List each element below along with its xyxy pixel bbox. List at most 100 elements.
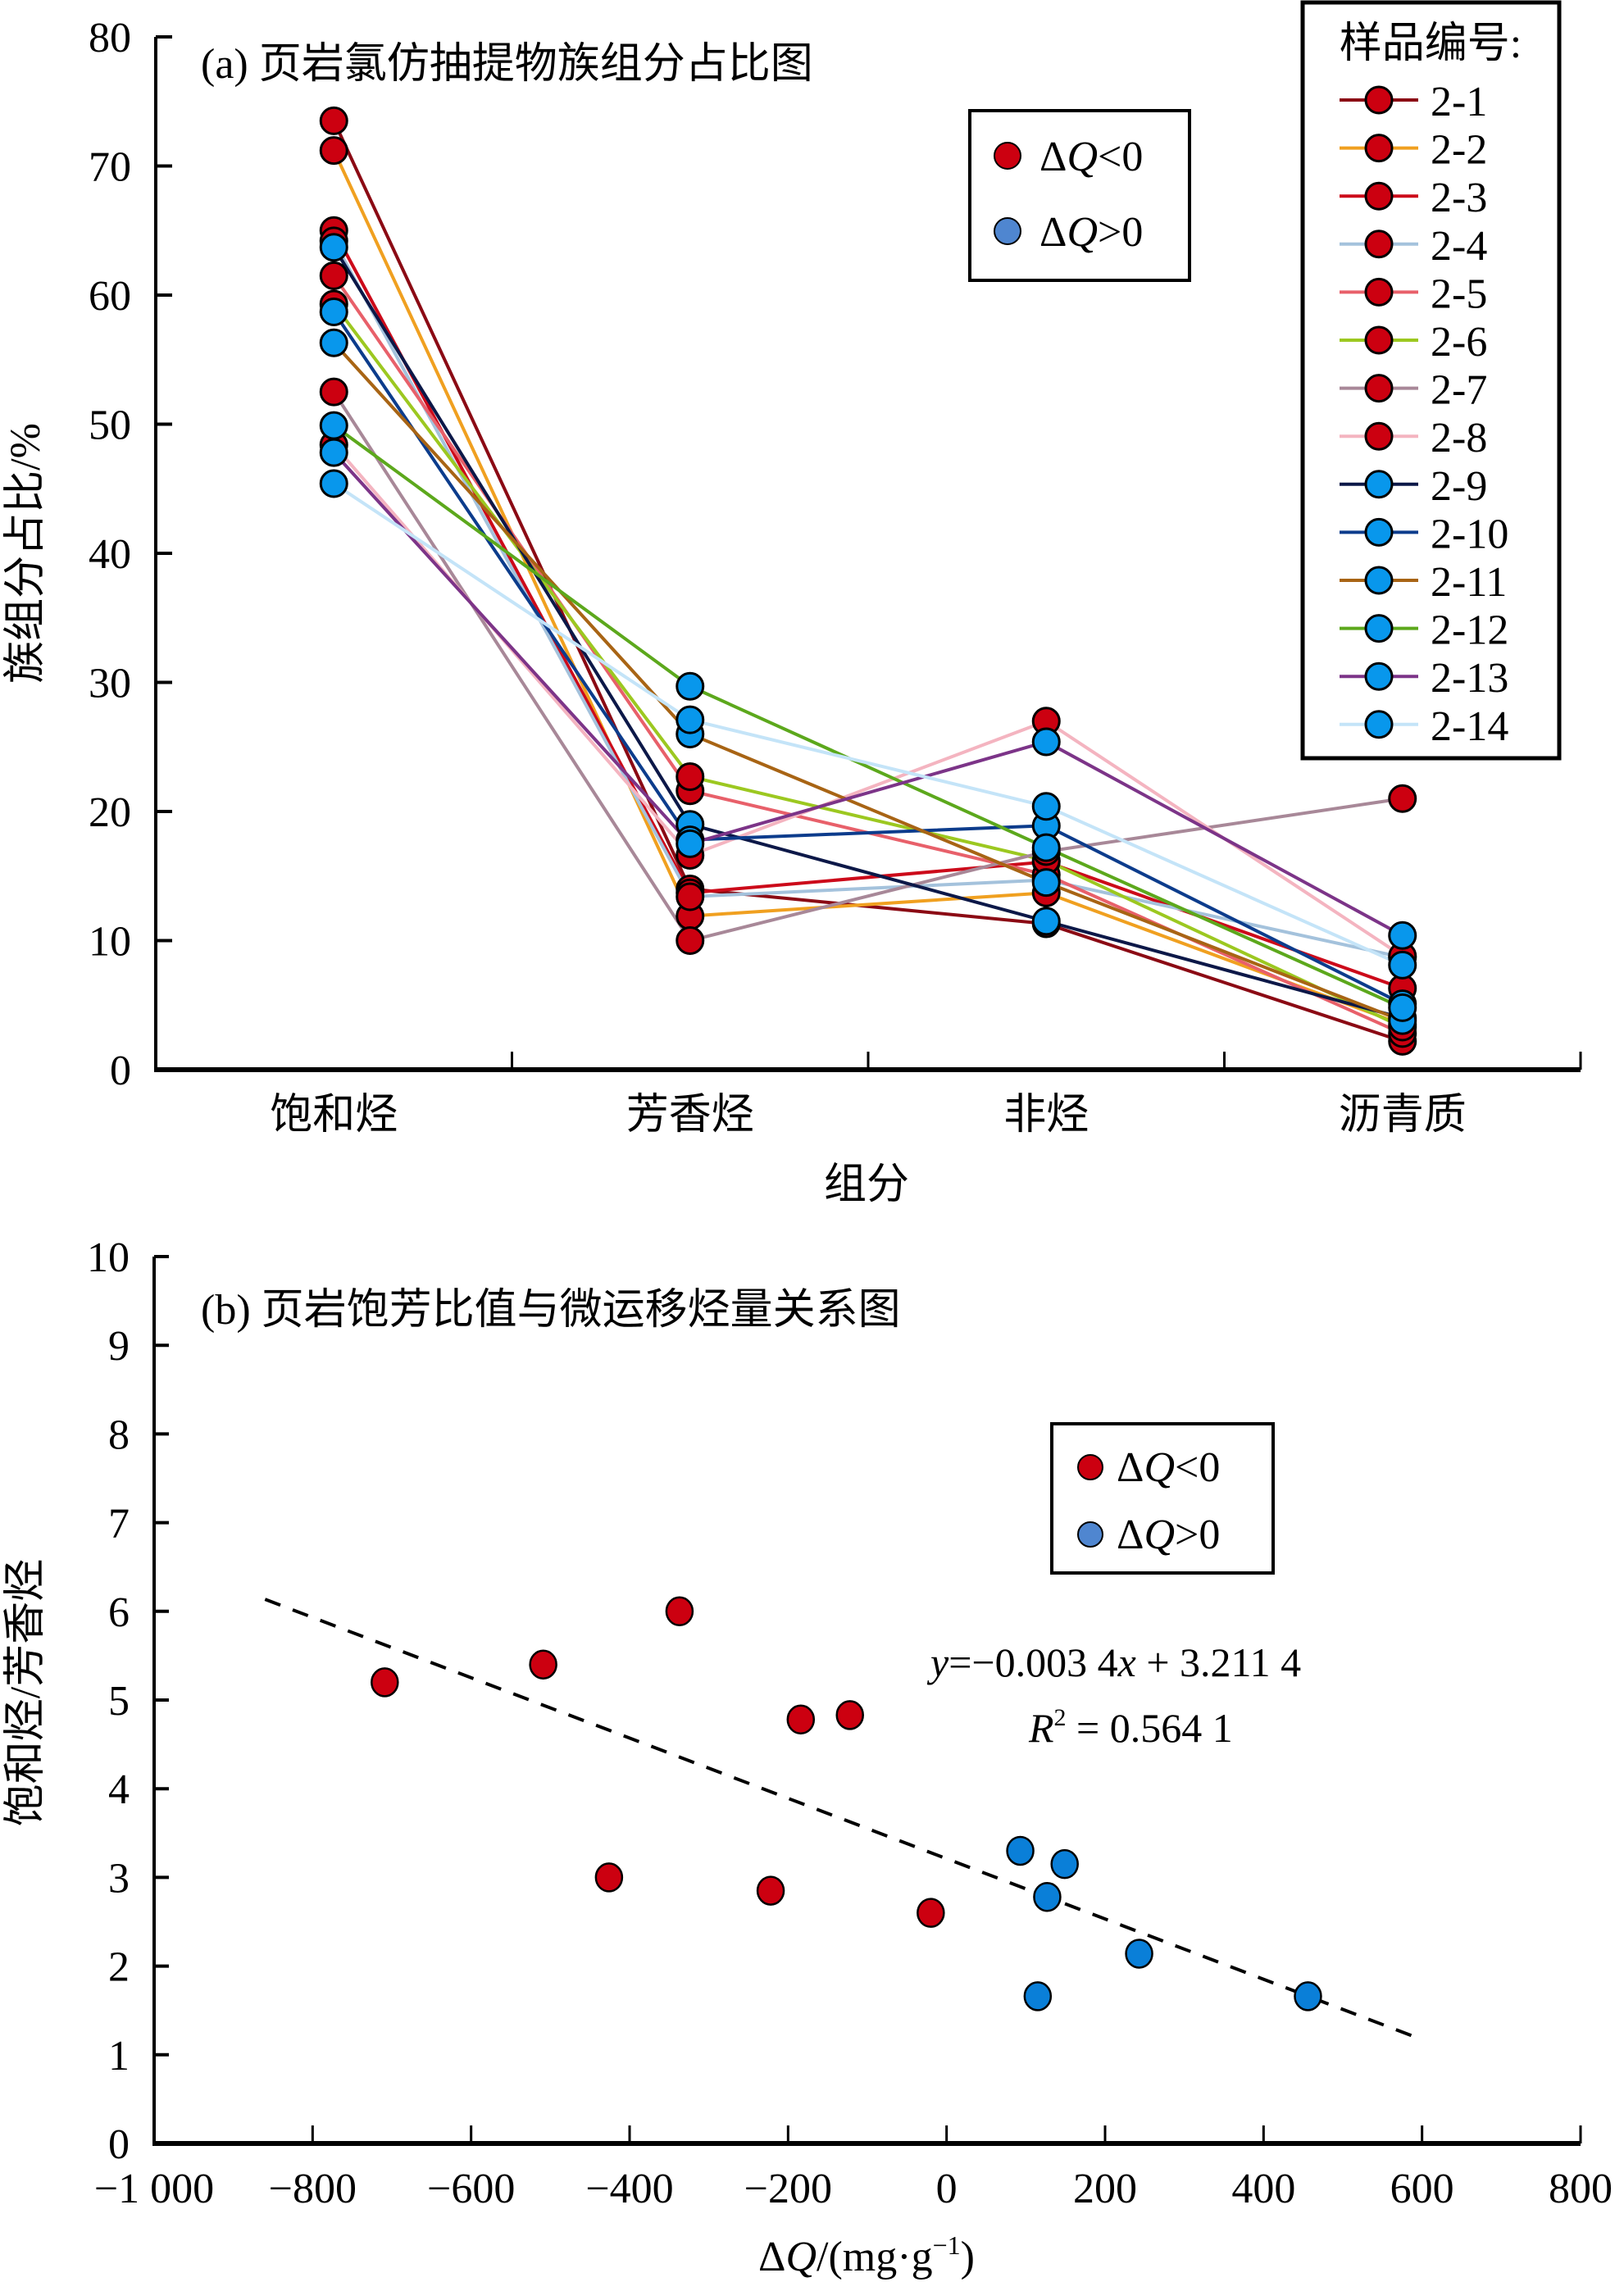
y-tick-label: 8 xyxy=(108,1411,130,1458)
data-point-2-14 xyxy=(319,469,348,498)
legend-marker-2-10 xyxy=(1364,517,1394,547)
x-tick-label: −400 xyxy=(585,2166,673,2212)
data-point-2-11 xyxy=(319,328,348,357)
legend-label-2-1: 2-1 xyxy=(1431,79,1487,125)
panel-b-legend: ΔQ<0 ΔQ>0 xyxy=(1050,1422,1275,1575)
trendline-equation: y=−0.003 4x + 3.211 4 xyxy=(926,1639,1301,1685)
legend-marker-dq-negative xyxy=(1077,1454,1103,1480)
y-tick-label: 10 xyxy=(87,1234,130,1281)
legend-label-dq-negative: ΔQ<0 xyxy=(1039,134,1143,180)
data-point-2-6 xyxy=(676,761,705,791)
legend-label-2-10: 2-10 xyxy=(1431,511,1508,557)
legend-label-2-8: 2-8 xyxy=(1431,415,1487,461)
legend-label-2-3: 2-3 xyxy=(1431,175,1487,221)
series-line-2-4 xyxy=(332,239,1403,959)
data-point-dq-positive xyxy=(1294,1981,1322,2012)
y-tick-label: 3 xyxy=(108,1855,130,1902)
data-point-2-10 xyxy=(319,297,348,326)
data-point-2-13 xyxy=(1031,727,1061,757)
data-point-2-4 xyxy=(676,882,705,911)
x-tick-label: 0 xyxy=(936,2166,958,2212)
data-point-dq-negative xyxy=(786,1704,816,1735)
y-tick-label: 0 xyxy=(110,1048,131,1094)
legend-marker-2-7 xyxy=(1364,374,1394,403)
data-point-2-12 xyxy=(1388,993,1417,1022)
x-tick-label: 沥青质 xyxy=(1339,1092,1467,1139)
series-line-2-1 xyxy=(332,120,1403,1043)
panel-a-series-markers xyxy=(319,106,1417,1056)
data-point-2-14 xyxy=(676,705,705,734)
x-tick-label: −600 xyxy=(427,2166,515,2212)
x-tick-label: 芳香烃 xyxy=(626,1092,754,1139)
panel-b-y-ticks: 0 1 2 3 4 5 6 7 8 9 10 xyxy=(87,1234,169,2168)
x-tick-label: −200 xyxy=(744,2166,832,2212)
data-point-2-2 xyxy=(319,136,348,166)
data-point-2-13 xyxy=(676,829,705,858)
legend-label-2-14: 2-14 xyxy=(1431,703,1508,750)
legend-label-2-6: 2-6 xyxy=(1431,319,1487,366)
y-tick-label: 50 xyxy=(89,402,131,449)
panel-a-chart: 0 10 20 30 40 50 60 70 80 饱和烃 芳香烃 非烃 沥青质 (a) 页岩氯仿抽提… xyxy=(2,0,1582,1208)
y-tick-label: 30 xyxy=(89,661,131,707)
legend-label-dq-negative: ΔQ<0 xyxy=(1117,1444,1220,1491)
legend-label-2-7: 2-7 xyxy=(1431,367,1487,414)
data-point-2-7 xyxy=(319,377,348,407)
data-point-2-9 xyxy=(1031,907,1061,936)
x-tick-label: 饱和烃 xyxy=(270,1092,398,1139)
panel-b-x-axis-title: ΔQ/(mg·g−1) xyxy=(758,2230,975,2280)
x-tick-label: 200 xyxy=(1073,2166,1137,2212)
legend-marker-2-1 xyxy=(1364,85,1394,115)
data-point-2-13 xyxy=(1388,921,1417,950)
panel-b-title: (b) 页岩饱芳比值与微运移烃量关系图 xyxy=(201,1287,901,1334)
x-tick-label: 800 xyxy=(1549,2166,1613,2212)
series-line-2-11 xyxy=(332,341,1403,1023)
series-line-2-5 xyxy=(332,275,1403,1035)
data-point-2-13 xyxy=(319,438,348,467)
legend-marker-2-12 xyxy=(1364,614,1394,643)
legend-marker-2-8 xyxy=(1364,421,1394,451)
legend-marker-2-5 xyxy=(1364,277,1394,307)
data-point-dq-negative xyxy=(917,1898,945,1928)
series-line-2-6 xyxy=(332,302,1403,1029)
legend-label-dq-positive: ΔQ>0 xyxy=(1117,1511,1220,1558)
data-point-dq-negative xyxy=(594,1862,624,1893)
series-line-2-3 xyxy=(332,230,1403,990)
legend-title: 样品编号: xyxy=(1340,20,1522,67)
series-line-2-12 xyxy=(333,424,1403,1010)
y-tick-label: 60 xyxy=(89,273,131,320)
y-tick-label: 70 xyxy=(89,144,131,191)
data-point-dq-positive xyxy=(1125,1939,1153,1969)
data-point-2-12 xyxy=(1031,833,1061,862)
legend-marker-2-14 xyxy=(1364,710,1394,739)
data-point-dq-positive xyxy=(1033,1881,1062,1912)
legend-marker-2-4 xyxy=(1364,230,1394,259)
y-tick-label: 2 xyxy=(108,1944,130,1991)
legend-marker-dq-negative xyxy=(994,142,1021,170)
legend-label-2-2: 2-2 xyxy=(1431,127,1487,174)
x-tick-label: 非烃 xyxy=(1003,1092,1089,1139)
x-tick-label: −800 xyxy=(269,2166,357,2212)
legend-marker-2-3 xyxy=(1364,181,1394,211)
panel-a-y-ticks: 0 10 20 30 40 50 60 70 80 xyxy=(89,15,172,1094)
data-point-dq-positive xyxy=(1050,1848,1079,1880)
data-point-dq-negative xyxy=(756,1875,785,1906)
y-tick-label: 9 xyxy=(108,1323,130,1370)
panel-b-x-ticks: −1 000 −800 −600 −400 −200 0 200 400 600 800 xyxy=(94,2125,1613,2212)
trendline-r-squared: R2 = 0.564 1 xyxy=(1028,1704,1233,1751)
data-point-dq-negative xyxy=(529,1649,557,1680)
legend-marker-2-13 xyxy=(1364,661,1394,691)
legend-marker-2-11 xyxy=(1364,566,1394,595)
y-tick-label: 40 xyxy=(89,531,131,578)
panel-a-x-axis-title: 组分 xyxy=(824,1161,909,1208)
series-line-2-7 xyxy=(332,391,1403,943)
series-line-2-8 xyxy=(332,443,1403,958)
x-tick-label: 400 xyxy=(1231,2166,1295,2212)
y-tick-label: 4 xyxy=(108,1766,130,1813)
series-line-2-14 xyxy=(333,482,1403,967)
data-point-2-7 xyxy=(1388,784,1417,813)
data-point-2-7 xyxy=(676,926,705,955)
data-point-2-14 xyxy=(1388,950,1417,980)
y-tick-label: 6 xyxy=(108,1589,130,1636)
x-tick-label: −1 000 xyxy=(94,2166,214,2212)
series-line-2-13 xyxy=(332,451,1403,937)
